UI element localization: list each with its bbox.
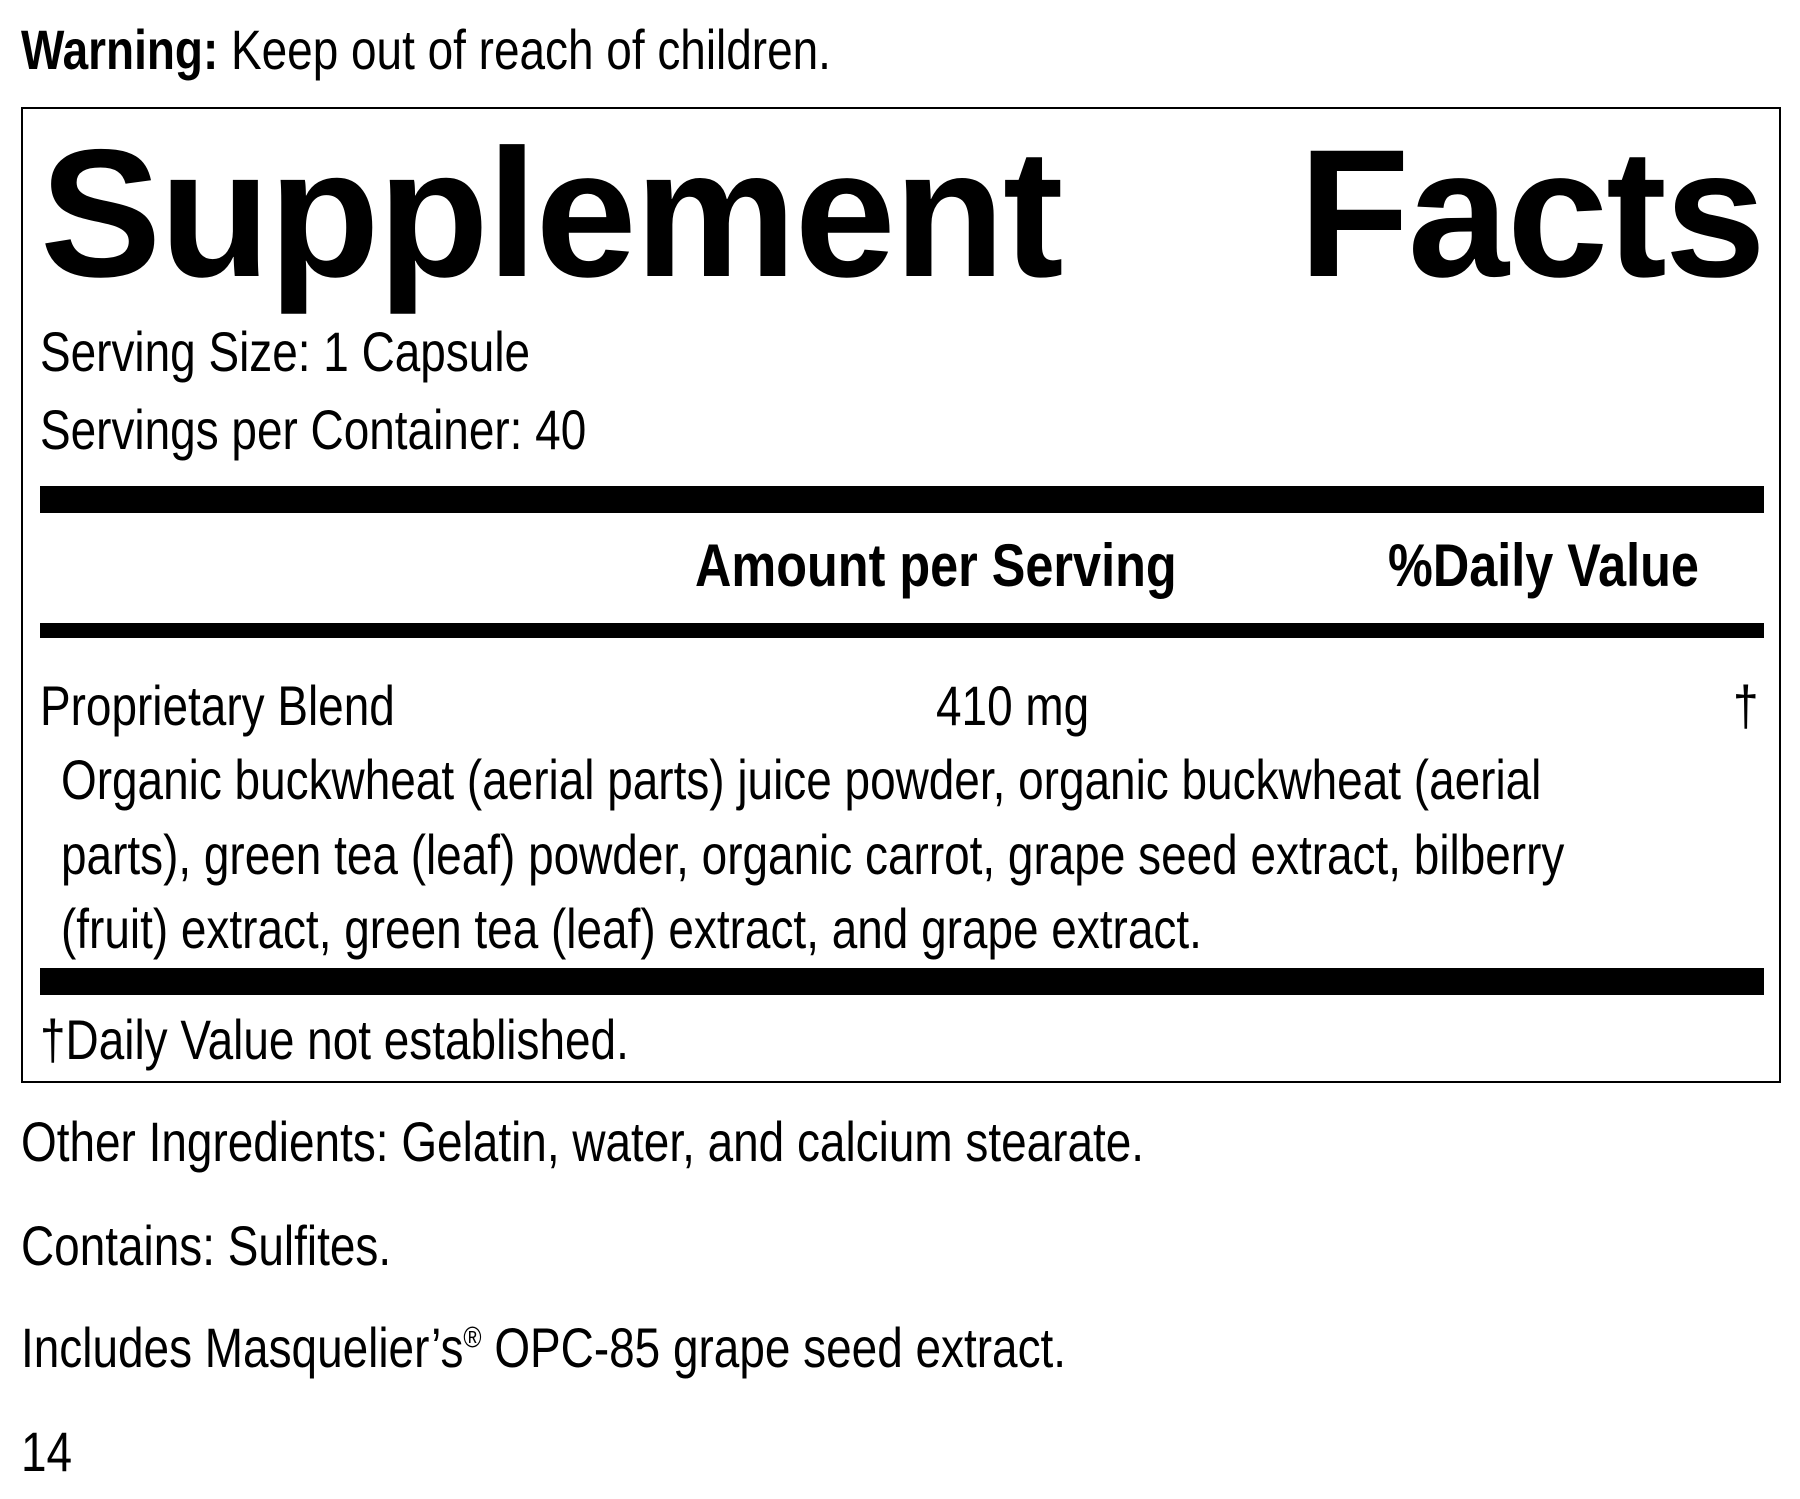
amount-header: Amount per Serving <box>695 532 1177 599</box>
servings-per-container: Servings per Container: 40 <box>40 398 587 461</box>
ingredient-line: Organic buckwheat (aerial parts) juice p… <box>61 748 1542 811</box>
includes: Includes Masquelier’s® OPC-85 grape seed… <box>21 1320 1066 1376</box>
panel-title: Supplement Facts <box>40 111 1766 315</box>
title-word-2: Facts <box>1298 111 1766 315</box>
ingredient-line: parts), green tea (leaf) powder, organic… <box>61 823 1565 886</box>
serving-size: Serving Size: 1 Capsule <box>40 320 531 383</box>
page-number: 14 <box>21 1420 73 1483</box>
includes-before: Includes Masquelier’s <box>21 1316 464 1379</box>
daily-value-header: %Daily Value <box>1388 532 1699 599</box>
row-name: Proprietary Blend <box>40 674 395 737</box>
warning-label: Warning: <box>21 18 219 81</box>
thick-divider <box>40 968 1764 995</box>
title-word-1: Supplement <box>40 111 1064 315</box>
other-ingredients: Other Ingredients: Gelatin, water, and c… <box>21 1110 1145 1173</box>
includes-after: OPC-85 grape seed extract. <box>481 1316 1067 1379</box>
footnote: †Daily Value not established. <box>40 1008 629 1071</box>
supplement-facts-panel <box>21 107 1781 1083</box>
row-amount: 410 mg <box>936 674 1090 737</box>
ingredient-line: (fruit) extract, green tea (leaf) extrac… <box>61 897 1202 960</box>
medium-divider <box>40 623 1764 638</box>
contains: Contains: Sulfites. <box>21 1214 392 1277</box>
warning: Warning: Keep out of reach of children. <box>21 22 831 78</box>
warning-text: Keep out of reach of children. <box>231 18 831 81</box>
registered-mark: ® <box>463 1321 482 1355</box>
thick-divider <box>40 486 1764 513</box>
row-dv: † <box>1733 674 1759 737</box>
